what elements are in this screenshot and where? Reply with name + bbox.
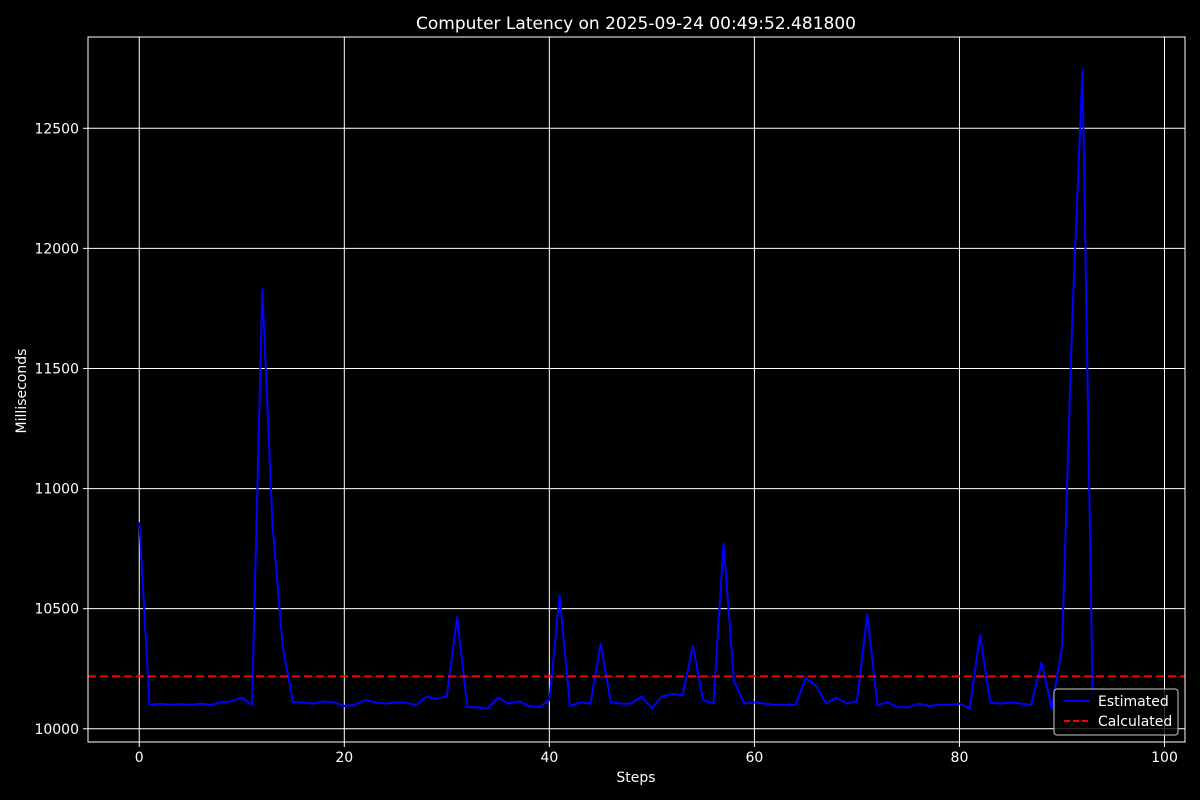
legend: Estimated Calculated (1053, 688, 1179, 736)
legend-label-calculated: Calculated (1098, 714, 1172, 730)
axis-ticks: 0 20 40 60 80 100 10000 10500 11000 11500 12000 125… (34, 121, 1177, 766)
plot-frame (87, 36, 1186, 743)
chart-title: Computer Latency on 2025-09-24 00:49:52.… (416, 14, 856, 34)
y-tick-label: 12500 (34, 121, 79, 137)
x-axis-label: Steps (616, 770, 655, 786)
grid-lines (88, 37, 1185, 742)
estimated-line (138, 68, 1094, 710)
legend-label-estimated: Estimated (1098, 694, 1169, 710)
y-tick-label: 12000 (34, 241, 79, 257)
x-tick-label: 100 (1151, 750, 1178, 766)
series-marks (88, 68, 1185, 710)
x-tick-label: 0 (135, 750, 144, 766)
x-tick-label: 80 (951, 750, 969, 766)
x-tick-label: 20 (335, 750, 353, 766)
y-tick-label: 10500 (34, 602, 79, 618)
x-tick-label: 40 (540, 750, 558, 766)
x-tick-label: 60 (745, 750, 763, 766)
y-tick-label: 11500 (34, 361, 79, 377)
y-axis-label: Milliseconds (14, 349, 30, 434)
y-tick-label: 10000 (34, 722, 79, 738)
y-tick-label: 11000 (34, 482, 79, 498)
